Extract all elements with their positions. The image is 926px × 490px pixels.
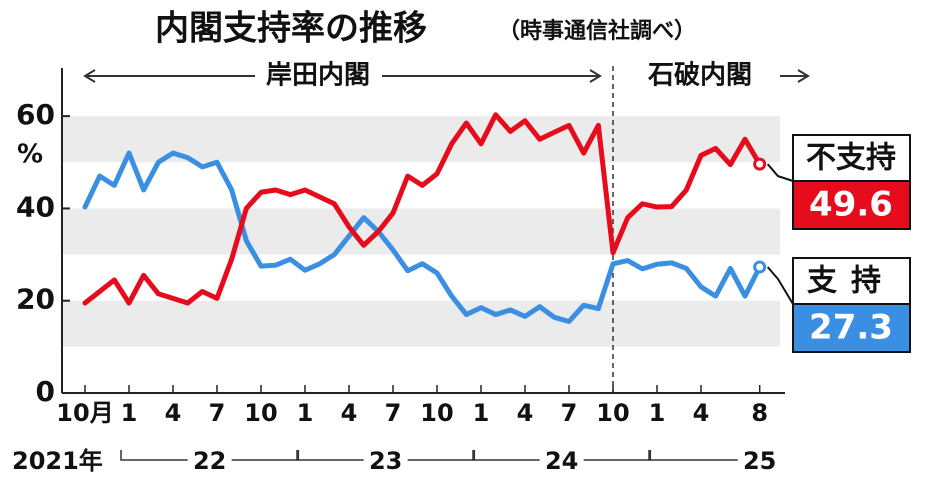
x-tick-label: 1 <box>649 399 666 427</box>
y-tick-label: 60 <box>16 98 55 131</box>
year-bracket <box>583 450 652 461</box>
year-label: 2021年 <box>12 447 103 475</box>
year-bracket <box>120 450 188 461</box>
y-tick-label: 40 <box>16 190 55 223</box>
x-tick-label: 7 <box>561 399 578 427</box>
x-tick-label: 4 <box>693 399 710 427</box>
year-bracket <box>648 450 738 461</box>
grid-band <box>63 300 780 347</box>
grid-band <box>63 208 780 255</box>
x-tick-label: 1 <box>297 399 314 427</box>
x-tick-label: 1 <box>121 399 138 427</box>
year-bracket <box>407 450 476 461</box>
legend-name: 不支持 <box>806 141 896 176</box>
x-tick-label: 1 <box>473 399 490 427</box>
value-label: 49.6 <box>809 185 893 225</box>
end-point <box>753 157 767 171</box>
year-label: 24 <box>545 447 578 475</box>
legend-pointer <box>766 163 794 182</box>
x-tick-label: 7 <box>385 399 402 427</box>
y-tick-label: 0 <box>36 375 55 408</box>
legend: 支持 27.3 不支持 49.6 <box>766 134 911 353</box>
end-point <box>753 260 767 274</box>
cabinet-label: 岸田内閣 <box>266 61 370 91</box>
series-line <box>82 150 763 324</box>
x-tick-label: 10 <box>244 399 277 427</box>
year-bracket <box>296 450 364 461</box>
x-tick-label: 4 <box>341 399 358 427</box>
chart-subtitle: （時事通信社調べ） <box>498 18 696 44</box>
legend-name-box <box>792 257 911 305</box>
year-bracket <box>231 450 300 461</box>
legend-value-box <box>792 303 911 353</box>
legend-value-box <box>792 180 911 230</box>
series-line <box>82 112 763 306</box>
year-label: 23 <box>369 447 402 475</box>
x-tick-label: 8 <box>751 399 768 427</box>
chart-title: 内閣支持率の推移 <box>155 9 427 49</box>
value-label: 27.3 <box>809 308 893 348</box>
year-label: 22 <box>193 447 226 475</box>
cabinet-arrows <box>83 69 810 83</box>
x-tick-label: 10月 <box>56 399 113 427</box>
y-axis-label: % <box>17 140 43 170</box>
year-bracket <box>472 450 540 461</box>
x-tick-label: 7 <box>209 399 226 427</box>
cabinet-label: 石破内閣 <box>647 61 752 91</box>
legend-pointer <box>766 266 794 305</box>
x-tick-label: 10 <box>420 399 453 427</box>
x-tick-label: 4 <box>517 399 534 427</box>
y-tick-label: 20 <box>16 283 55 316</box>
x-tick-label: 10 <box>596 399 629 427</box>
x-tick-label: 4 <box>165 399 182 427</box>
legend-name: 支持 <box>807 264 895 299</box>
year-label: 25 <box>743 447 776 475</box>
grid-bands <box>63 116 780 347</box>
